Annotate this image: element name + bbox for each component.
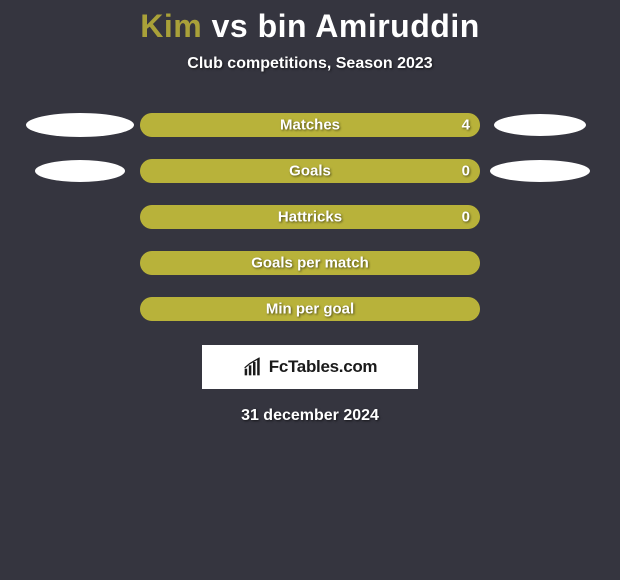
title-player2: bin Amiruddin — [258, 8, 480, 44]
stats-rows: Matches4Goals0Hattricks0Goals per matchM… — [0, 113, 620, 321]
subtitle: Club competitions, Season 2023 — [0, 55, 620, 73]
logo-text: FcTables.com — [269, 357, 378, 377]
stat-label: Goals per match — [140, 255, 480, 272]
stat-row-goals_per_match: Goals per match — [10, 251, 610, 275]
stat-value-p2: 0 — [462, 163, 470, 180]
stat-bar: Matches4 — [140, 113, 480, 137]
stat-row-hattricks: Hattricks0 — [10, 205, 610, 229]
stat-bar: Min per goal — [140, 297, 480, 321]
disc-p1 — [26, 113, 134, 137]
stat-bar: Hattricks0 — [140, 205, 480, 229]
disc-p1 — [35, 160, 125, 182]
stat-row-goals: Goals0 — [10, 159, 610, 183]
title-vs: vs — [212, 8, 249, 44]
logo-box[interactable]: FcTables.com — [202, 345, 418, 389]
disc-slot-left — [20, 113, 140, 137]
stat-value-p2: 4 — [462, 117, 470, 134]
stat-row-matches: Matches4 — [10, 113, 610, 137]
disc-slot-right — [480, 297, 600, 321]
disc-slot-left — [20, 251, 140, 275]
stat-bar: Goals per match — [140, 251, 480, 275]
stat-label: Matches — [140, 117, 480, 134]
stat-row-min_per_goal: Min per goal — [10, 297, 610, 321]
stat-label: Min per goal — [140, 301, 480, 318]
disc-slot-right — [480, 113, 600, 137]
disc-p2 — [494, 114, 586, 136]
disc-slot-left — [20, 159, 140, 183]
disc-slot-right — [480, 205, 600, 229]
page-title: Kim vs bin Amiruddin — [0, 8, 620, 45]
disc-slot-right — [480, 159, 600, 183]
stat-value-p2: 0 — [462, 209, 470, 226]
barchart-icon — [243, 357, 263, 377]
disc-slot-right — [480, 251, 600, 275]
disc-slot-left — [20, 297, 140, 321]
stat-label: Hattricks — [140, 209, 480, 226]
title-player1: Kim — [140, 8, 202, 44]
disc-slot-left — [20, 205, 140, 229]
page-root: Kim vs bin Amiruddin Club competitions, … — [0, 0, 620, 580]
date-line: 31 december 2024 — [0, 407, 620, 425]
stat-bar: Goals0 — [140, 159, 480, 183]
stat-label: Goals — [140, 163, 480, 180]
disc-p2 — [490, 160, 590, 182]
